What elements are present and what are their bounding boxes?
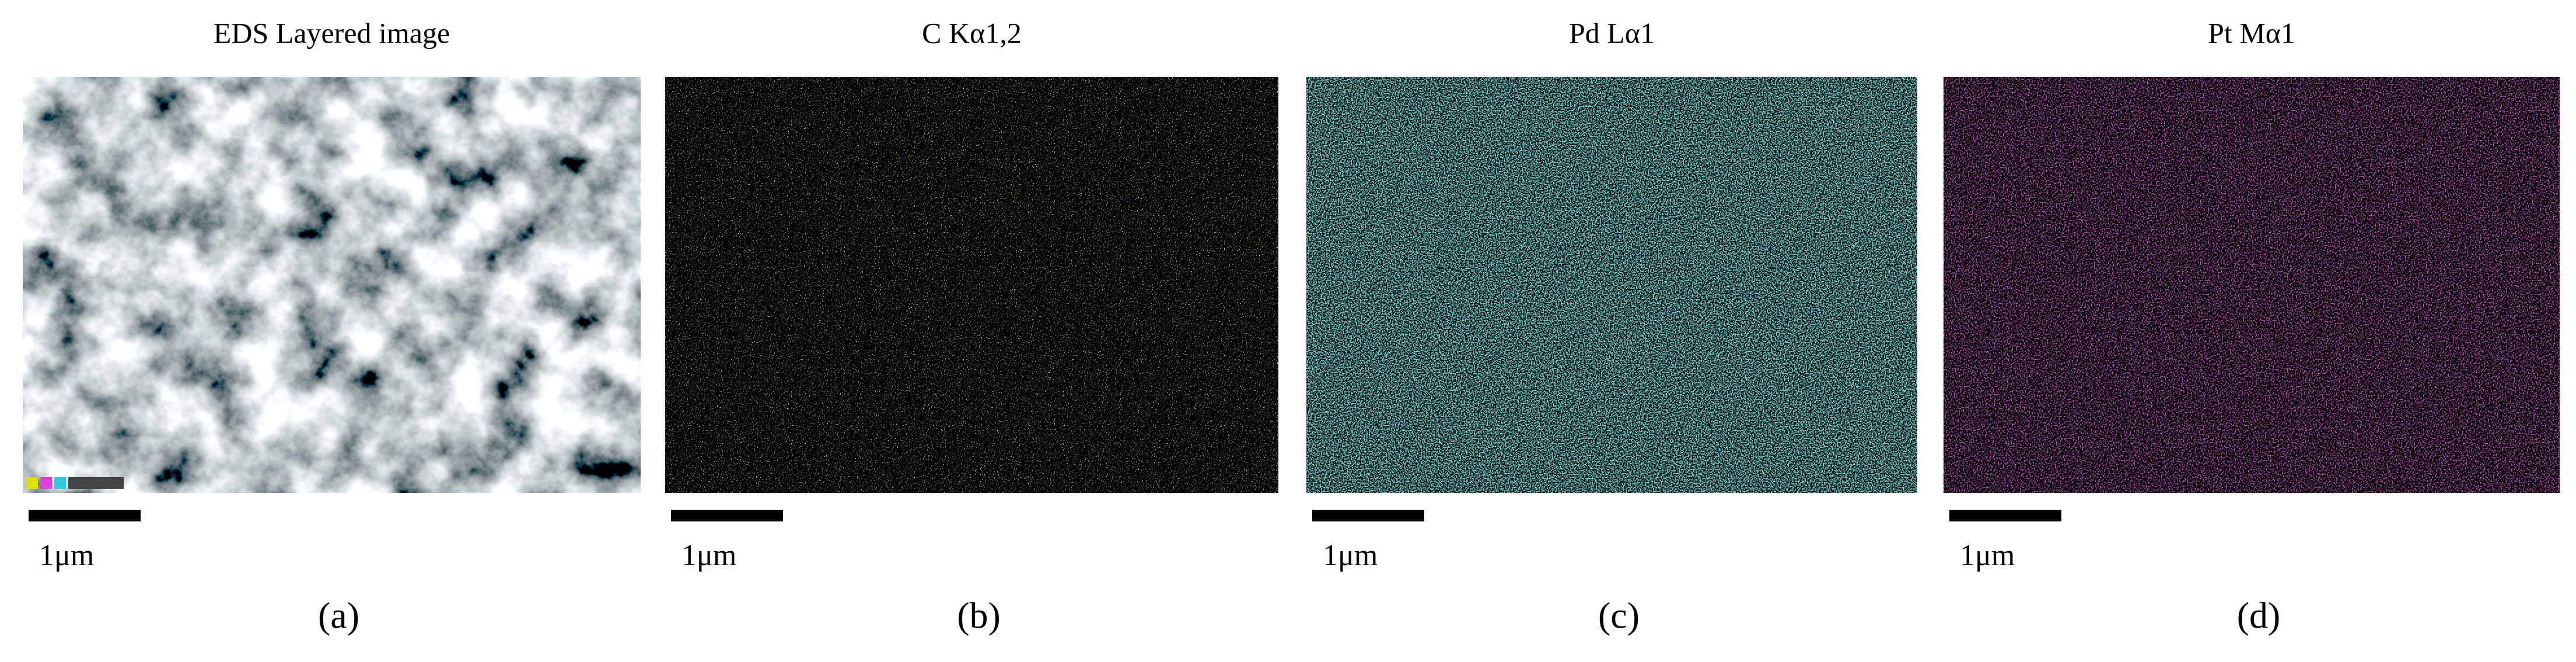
panel: Pd Lα1 1μm (c): [1306, 16, 1917, 636]
panel-title: Pd Lα1: [1569, 16, 1655, 49]
scale-label: 1μm: [1960, 539, 2015, 572]
legend-swatch: [26, 477, 38, 489]
map-image: [665, 77, 1278, 493]
legend-box: [68, 477, 124, 489]
panel-title: C Kα1,2: [922, 16, 1022, 49]
legend-swatch: [54, 477, 66, 489]
panel: C Kα1,2 1μm (b): [665, 16, 1278, 636]
scale-bar: [1949, 510, 2061, 521]
scale-bar: [1312, 510, 1424, 521]
panel-caption: (b): [957, 595, 1001, 636]
panel-caption: (c): [1598, 595, 1640, 636]
panel-title: EDS Layered image: [214, 16, 450, 49]
panel-caption: (a): [318, 595, 359, 636]
map-image: [1306, 77, 1917, 493]
panels: EDS Layered image 1μm (a) C Kα1,2 1μm (b) Pd L…: [23, 16, 2560, 636]
scale-label: 1μm: [39, 539, 94, 572]
scale-label: 1μm: [681, 539, 736, 572]
scale-bar: [671, 510, 783, 521]
panel-caption: (d): [2237, 595, 2281, 636]
scale-bar: [29, 510, 141, 521]
panel: Pt Mα1 1μm (d): [1944, 16, 2560, 636]
map-image: [1944, 77, 2560, 493]
scale-label: 1μm: [1323, 539, 1378, 572]
panel-title: Pt Mα1: [2208, 16, 2295, 49]
panel: EDS Layered image 1μm (a): [23, 16, 641, 636]
map-image: [23, 77, 641, 493]
legend-swatch: [40, 477, 52, 489]
